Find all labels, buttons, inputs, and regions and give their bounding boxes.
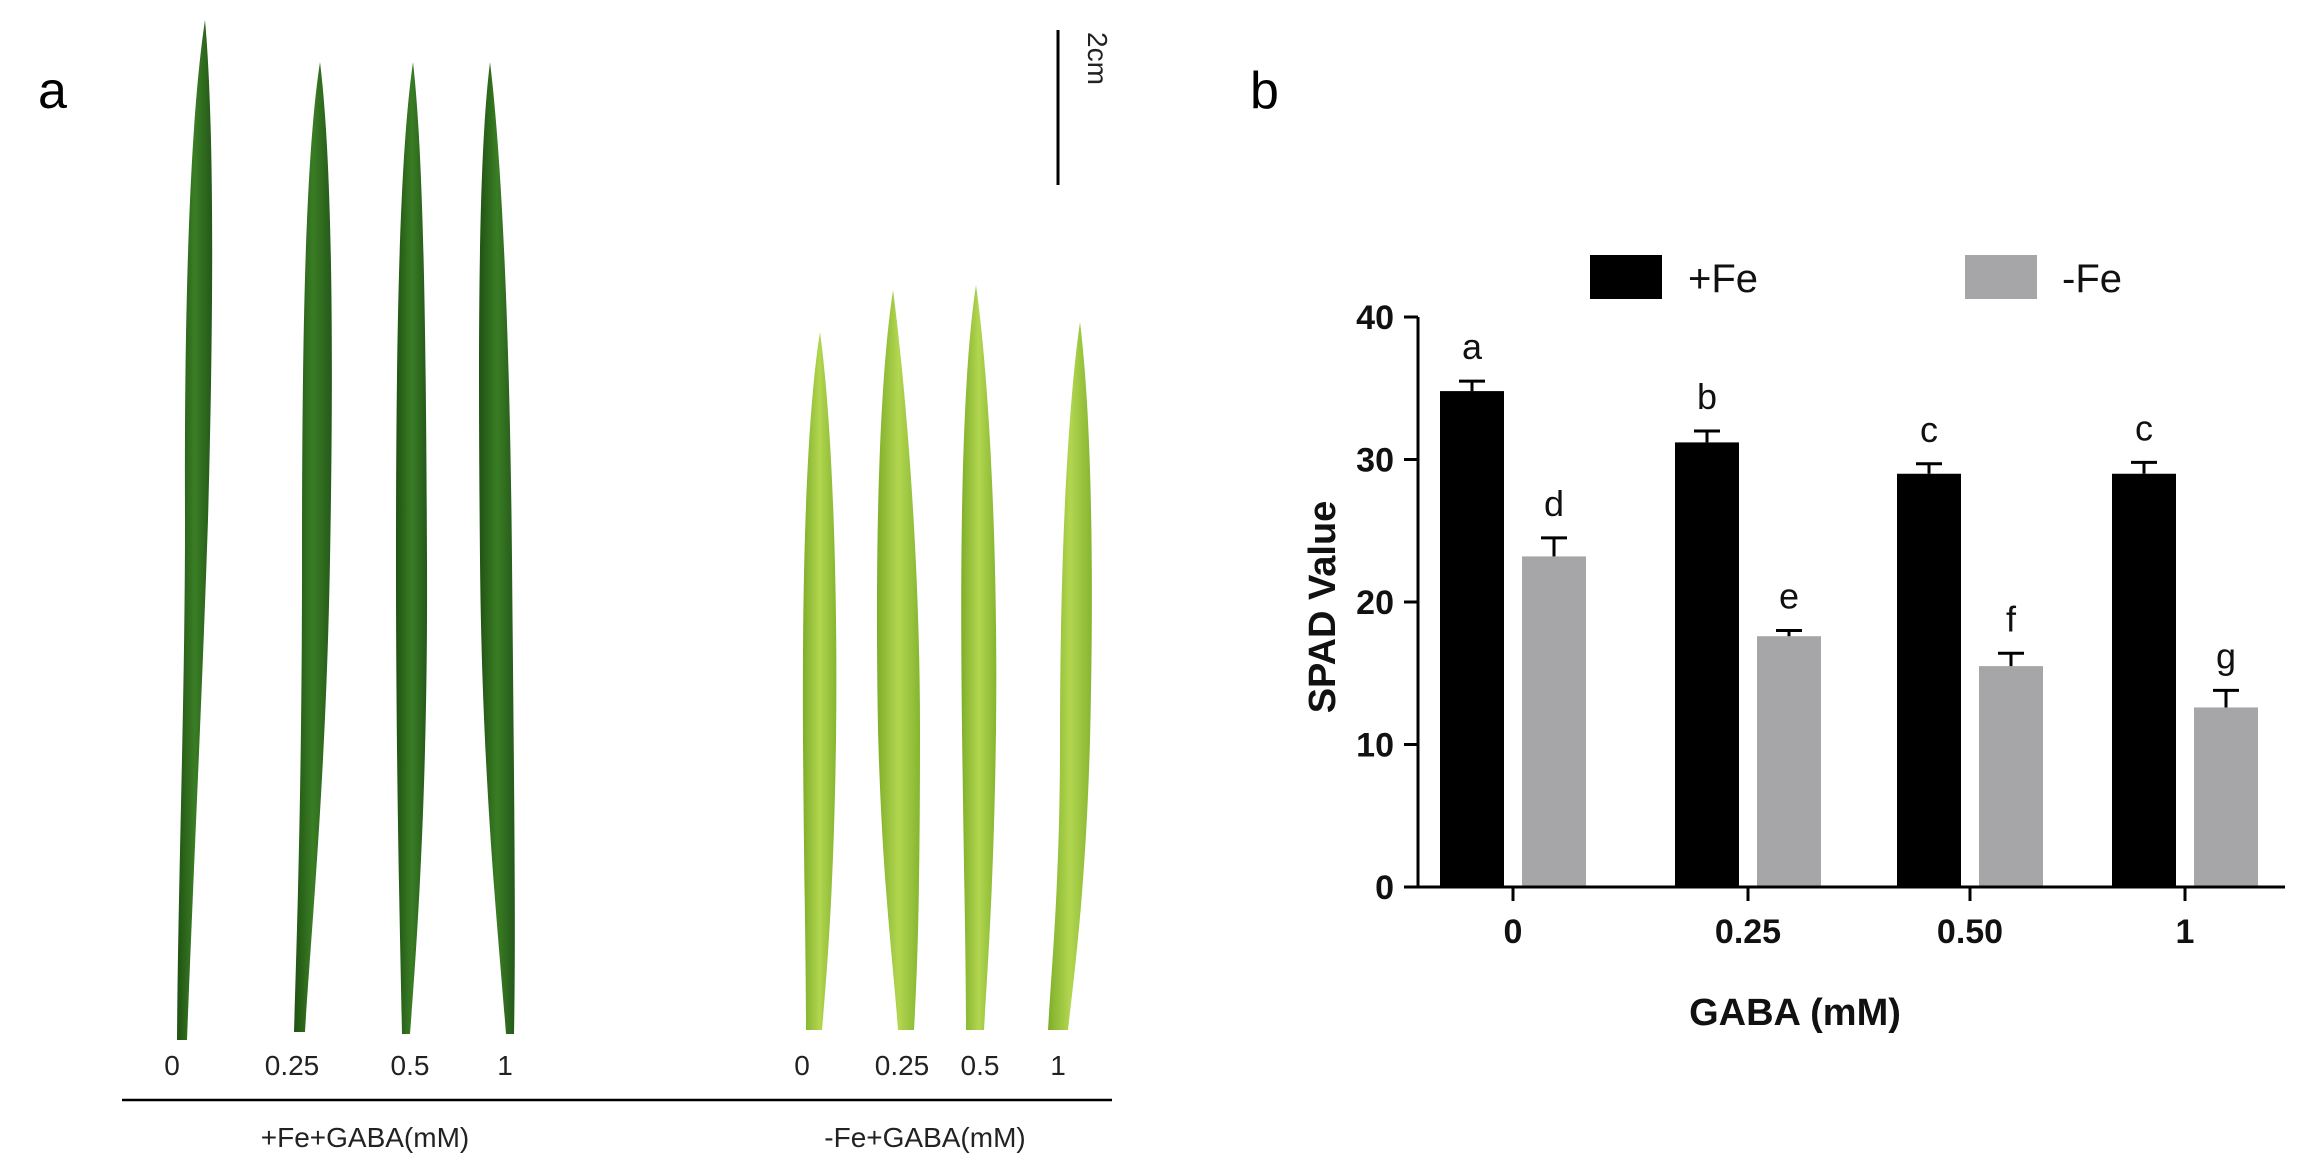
legend-swatch-plus-fe <box>1590 255 1662 299</box>
x-tick-label-1: 0.25 <box>1715 913 1781 951</box>
significance-label-1-1: e <box>1779 576 1799 617</box>
significance-label-0-2: c <box>1920 409 1938 450</box>
significance-label-1-0: d <box>1544 483 1564 524</box>
significance-label-0-3: c <box>2135 407 2153 448</box>
y-tick-label-2: 20 <box>1356 584 1394 622</box>
y-tick-label-3: 30 <box>1356 442 1394 480</box>
leaf-label-plus-025: 0.25 <box>265 1050 320 1081</box>
bar-plus-fe-0 <box>1440 391 1504 887</box>
y-tick-label-1: 10 <box>1356 727 1394 765</box>
bar-minus-fe-2 <box>1979 666 2043 887</box>
scale-label: 2cm <box>1082 32 1113 85</box>
x-tick-label-2: 0.50 <box>1937 913 2003 951</box>
panel-b: b +Fe -Fe a b c c d e f g 0 10 20 30 40 0 0.25 0.50 1 SP… <box>1250 62 2285 1034</box>
panel-b-letter: b <box>1250 62 1279 120</box>
significance-label-0-1: b <box>1697 376 1717 417</box>
legend: +Fe -Fe <box>1590 255 2122 301</box>
significance-label-0-0: a <box>1462 326 1483 367</box>
leaf-label-plus-0: 0 <box>164 1050 180 1081</box>
significance-label-1-3: g <box>2216 635 2236 676</box>
leaf-minus-fe-025 <box>876 290 920 1030</box>
bar-minus-fe-0 <box>1522 556 1586 887</box>
leaf-label-minus-05: 0.5 <box>961 1050 1000 1081</box>
panel-a: a 2cm 0 0.25 0.5 1 0 0.25 0.5 1 +Fe+GABA… <box>38 20 1113 1153</box>
x-tick-label-3: 1 <box>2176 913 2195 951</box>
group-label-plus-fe: +Fe+GABA(mM) <box>261 1122 469 1153</box>
leaf-plus-fe-025 <box>294 62 332 1032</box>
leaf-minus-fe-05 <box>961 285 997 1030</box>
bar-minus-fe-3 <box>2194 707 2258 887</box>
bar-minus-fe-1 <box>1757 636 1821 887</box>
significance-label-1-2: f <box>2006 598 2017 639</box>
plot-area: a b c c d e f g 0 10 20 30 40 0 0.25 0.50 1 <box>1356 299 2285 951</box>
leaf-label-plus-05: 0.5 <box>391 1050 430 1081</box>
leaf-label-minus-1: 1 <box>1050 1050 1066 1081</box>
legend-label-minus-fe: -Fe <box>2062 257 2122 301</box>
leaf-minus-fe-1 <box>1048 322 1092 1030</box>
y-tick-label-4: 40 <box>1356 299 1394 337</box>
bar-plus-fe-3 <box>2112 473 2176 887</box>
y-axis-title: SPAD Value <box>1302 501 1344 714</box>
bar-plus-fe-1 <box>1675 442 1739 887</box>
leaf-label-minus-025: 0.25 <box>875 1050 930 1081</box>
leaf-plus-fe-05 <box>396 62 428 1034</box>
legend-label-plus-fe: +Fe <box>1688 257 1758 301</box>
panel-a-letter: a <box>38 62 67 120</box>
x-axis-title: GABA (mM) <box>1689 992 1901 1034</box>
group-label-minus-fe: -Fe+GABA(mM) <box>824 1122 1025 1153</box>
legend-swatch-minus-fe <box>1965 255 2037 299</box>
leaf-plus-fe-1 <box>479 62 515 1034</box>
x-tick-label-0: 0 <box>1504 913 1523 951</box>
leaf-label-minus-0: 0 <box>794 1050 810 1081</box>
leaf-minus-fe-0 <box>802 332 837 1030</box>
leaf-plus-fe-0 <box>177 20 213 1040</box>
y-tick-label-0: 0 <box>1375 869 1394 907</box>
bar-plus-fe-2 <box>1897 473 1961 887</box>
leaf-label-plus-1: 1 <box>497 1050 513 1081</box>
